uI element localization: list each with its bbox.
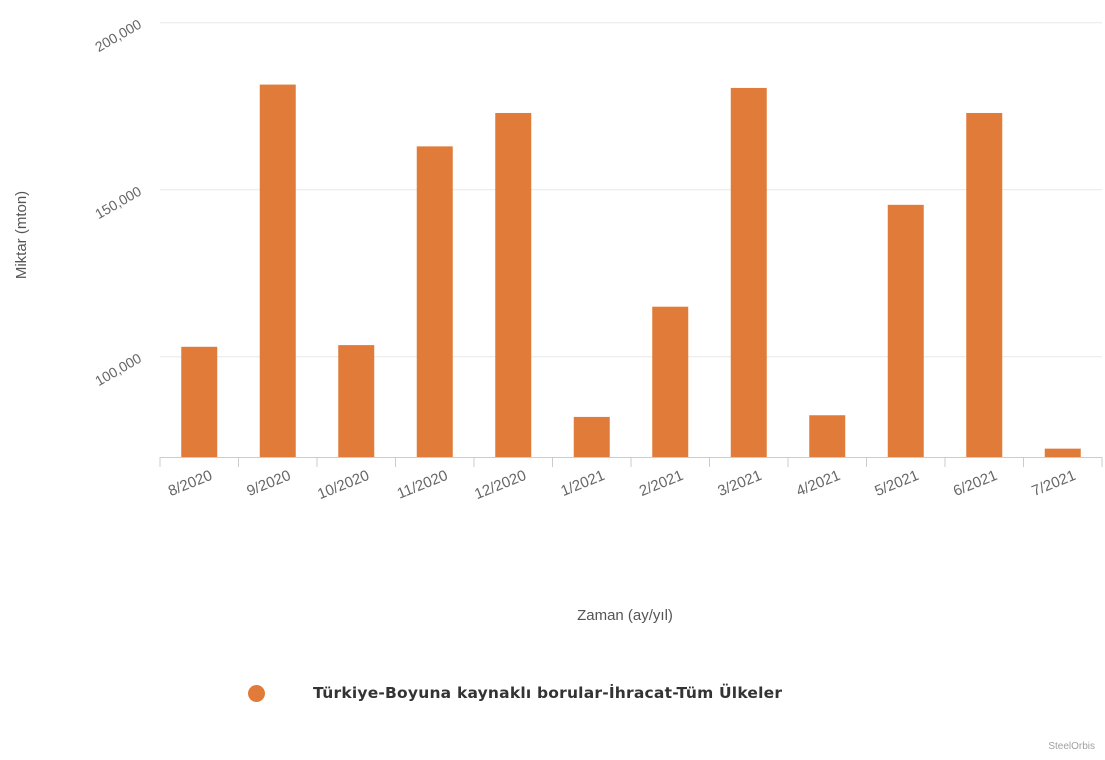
y-axis-title: Miktar (mton) — [13, 191, 30, 279]
y-tick-label: 100,000 — [92, 350, 144, 389]
bar — [1044, 448, 1081, 457]
bar — [809, 415, 846, 457]
bar — [652, 306, 689, 457]
bar — [181, 346, 218, 457]
x-tick-label: 2/2021 — [637, 467, 686, 500]
credits[interactable]: SteelOrbis — [1048, 741, 1095, 752]
x-tick-label: 10/2020 — [315, 467, 372, 503]
x-tick-label: 7/2021 — [1029, 467, 1078, 500]
legend-label: Türkiye-Boyuna kaynaklı borular-İhracat-… — [313, 684, 783, 702]
bars — [181, 84, 1081, 458]
bar — [416, 146, 453, 457]
bar — [338, 345, 375, 457]
bar — [966, 112, 1003, 457]
x-tick-label: 12/2020 — [472, 467, 529, 503]
bar — [495, 112, 532, 457]
grid-lines — [160, 22, 1102, 358]
x-tick-label: 8/2020 — [166, 467, 215, 500]
x-tick-label: 3/2021 — [715, 467, 764, 500]
y-tick-label: 150,000 — [92, 183, 144, 222]
bar — [573, 416, 610, 457]
x-tick-label: 1/2021 — [558, 467, 607, 500]
bar — [730, 87, 767, 458]
x-tick-label: 6/2021 — [951, 467, 1000, 500]
x-tick-label: 5/2021 — [872, 467, 921, 500]
x-tick-label: 4/2021 — [794, 467, 843, 500]
bar — [887, 204, 924, 457]
x-axis — [159, 457, 1103, 467]
x-tick-label: 9/2020 — [244, 467, 293, 500]
x-axis-ticks: 8/2020 9/2020 10/2020 11/2020 12/2020 1/2021 2… — [166, 467, 1078, 503]
legend[interactable]: Türkiye-Boyuna kaynaklı borular-İhracat-… — [248, 684, 782, 702]
y-tick-label: 200,000 — [92, 16, 144, 55]
y-axis-ticks: 100,000 150,000 200,000 — [92, 16, 144, 389]
bar — [259, 84, 296, 457]
x-tick-label: 11/2020 — [395, 467, 451, 503]
x-axis-title: Zaman (ay/yıl) — [577, 607, 673, 624]
legend-marker — [248, 684, 265, 702]
